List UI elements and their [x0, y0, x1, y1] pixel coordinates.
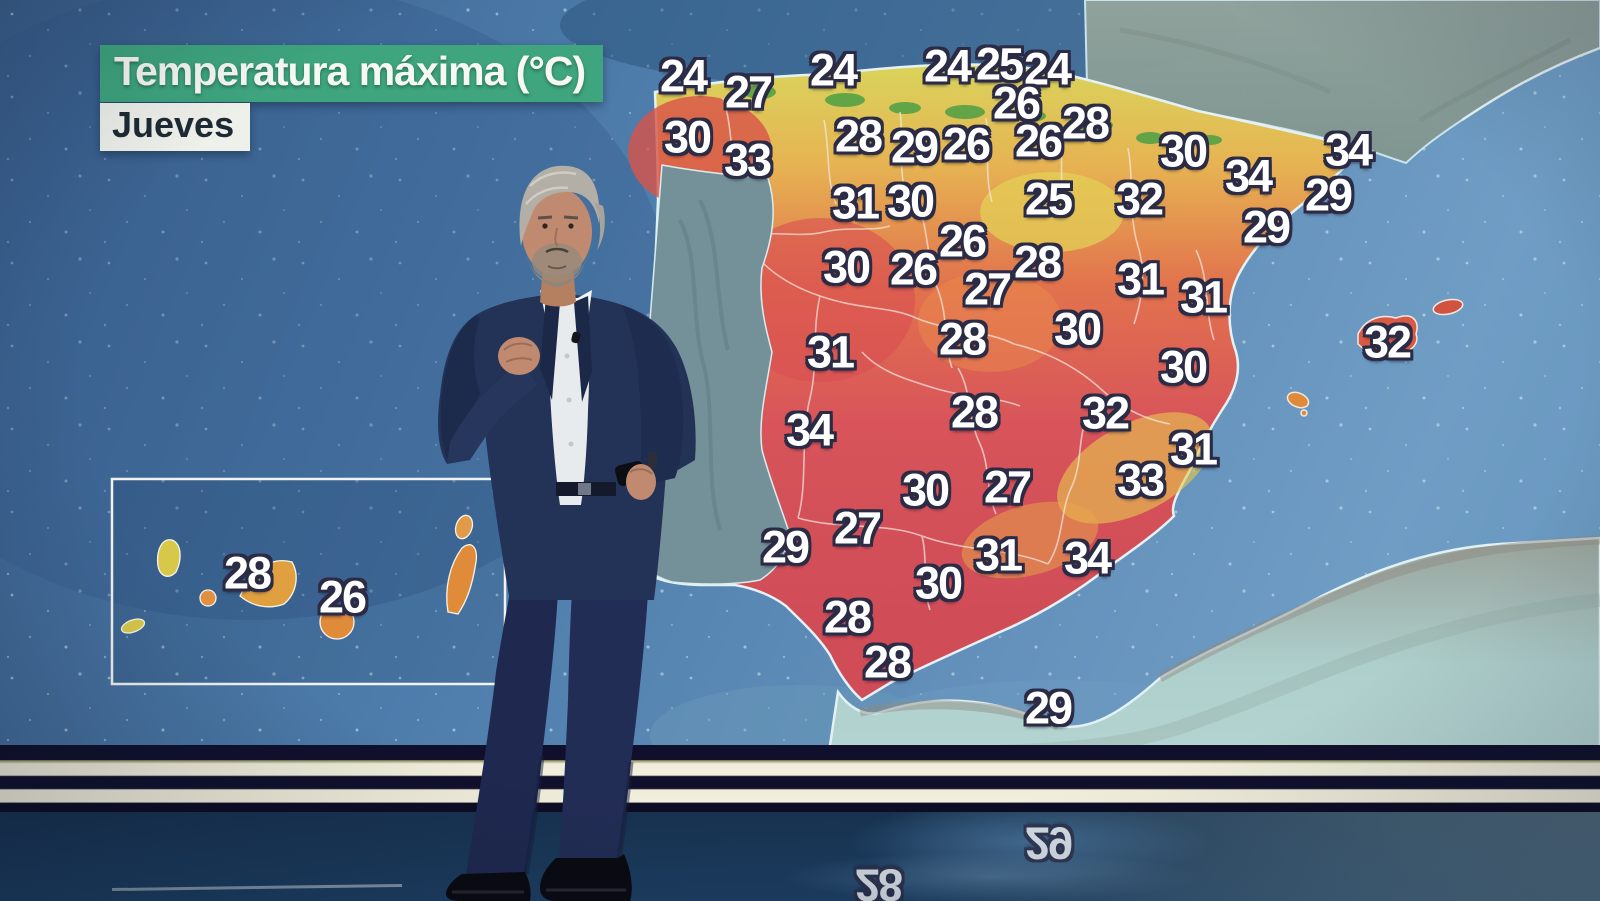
- balearic-islands: [1286, 298, 1464, 417]
- presenter-hair: [519, 165, 600, 246]
- day-banner: Jueves: [100, 103, 251, 151]
- day-label: Jueves: [112, 104, 235, 145]
- floor-reflection: [0, 812, 1600, 901]
- presenter-hand: [626, 464, 656, 500]
- lavalier-mic: [571, 331, 581, 344]
- stage-stripe-band: [0, 745, 1600, 812]
- france-landmass: [1083, 0, 1600, 165]
- presenter-body: [438, 165, 696, 901]
- title-banner: Temperatura máxima (°C): [100, 45, 604, 102]
- wristwatch: [648, 452, 657, 469]
- africa-landmass: [818, 535, 1600, 814]
- spain-landmass: [628, 63, 1365, 702]
- canary-inset-box: [110, 477, 507, 686]
- floor-reflection-patch: [780, 852, 1200, 901]
- green-vegetation-patches: [744, 85, 1222, 145]
- page-title: Temperatura máxima (°C): [114, 48, 586, 94]
- belt: [556, 482, 616, 496]
